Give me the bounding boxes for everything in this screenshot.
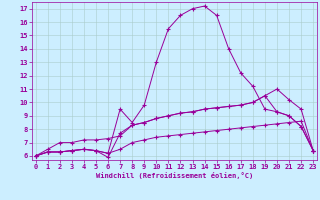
X-axis label: Windchill (Refroidissement éolien,°C): Windchill (Refroidissement éolien,°C) xyxy=(96,172,253,179)
